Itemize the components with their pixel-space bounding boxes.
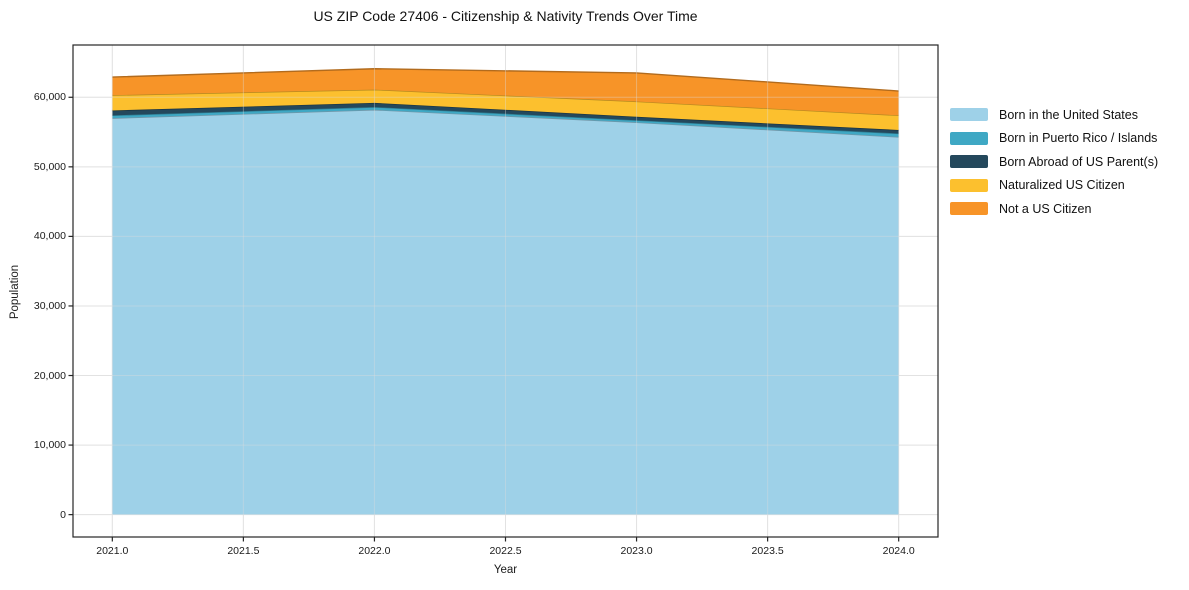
x-axis-label: Year bbox=[493, 564, 518, 576]
legend-label: Born Abroad of US Parent(s) bbox=[999, 154, 1159, 169]
chart-title: US ZIP Code 27406 - Citizenship & Nativi… bbox=[313, 8, 698, 24]
x-tick-label: 2021.0 bbox=[96, 545, 129, 557]
y-tick-label: 0 bbox=[60, 508, 66, 521]
x-tick-label: 2024.0 bbox=[882, 545, 915, 557]
legend-swatch bbox=[950, 178, 988, 192]
y-tick-label: 60,000 bbox=[33, 91, 66, 104]
y-tick-label: 30,000 bbox=[33, 299, 66, 312]
legend-label: Not a US Citizen bbox=[999, 201, 1092, 216]
legend-item-born-in-the-united-states: Born in the United States bbox=[950, 103, 1158, 127]
legend-item-naturalized-us-citizen: Naturalized US Citizen bbox=[950, 174, 1158, 198]
legend-label: Naturalized US Citizen bbox=[999, 178, 1125, 193]
legend-label: Born in the United States bbox=[999, 107, 1138, 122]
y-tick-label: 10,000 bbox=[33, 439, 66, 452]
area-born-in-the-united-states bbox=[112, 109, 899, 515]
area-naturalized-us-citizen bbox=[112, 89, 899, 130]
legend-item-born-in-puerto-rico-islands: Born in Puerto Rico / Islands bbox=[950, 127, 1158, 151]
legend: Born in the United States Born in Puerto … bbox=[950, 103, 1158, 221]
legend-item-not-a-us-citizen: Not a US Citizen bbox=[950, 197, 1158, 221]
legend-label: Born in Puerto Rico / Islands bbox=[999, 131, 1158, 146]
area-not-a-us-citizen bbox=[112, 68, 899, 116]
legend-swatch bbox=[950, 202, 988, 216]
y-tick-label: 40,000 bbox=[33, 230, 66, 243]
legend-swatch bbox=[950, 131, 988, 145]
legend-item-born-abroad-of-us-parent-s: Born Abroad of US Parent(s) bbox=[950, 150, 1158, 174]
x-tick-label: 2023.0 bbox=[620, 545, 653, 557]
legend-swatch bbox=[950, 108, 988, 122]
x-tick-label: 2023.5 bbox=[751, 545, 784, 557]
y-tick-label: 50,000 bbox=[33, 160, 66, 173]
plot-canvas bbox=[68, 44, 939, 542]
legend-swatch bbox=[950, 155, 988, 169]
x-tick-label: 2022.0 bbox=[358, 545, 391, 557]
x-tick-label: 2021.5 bbox=[227, 545, 260, 557]
y-tick-label: 20,000 bbox=[33, 369, 66, 382]
x-tick-label: 2022.5 bbox=[489, 545, 522, 557]
area-edge-not-a-us-citizen bbox=[112, 68, 899, 92]
